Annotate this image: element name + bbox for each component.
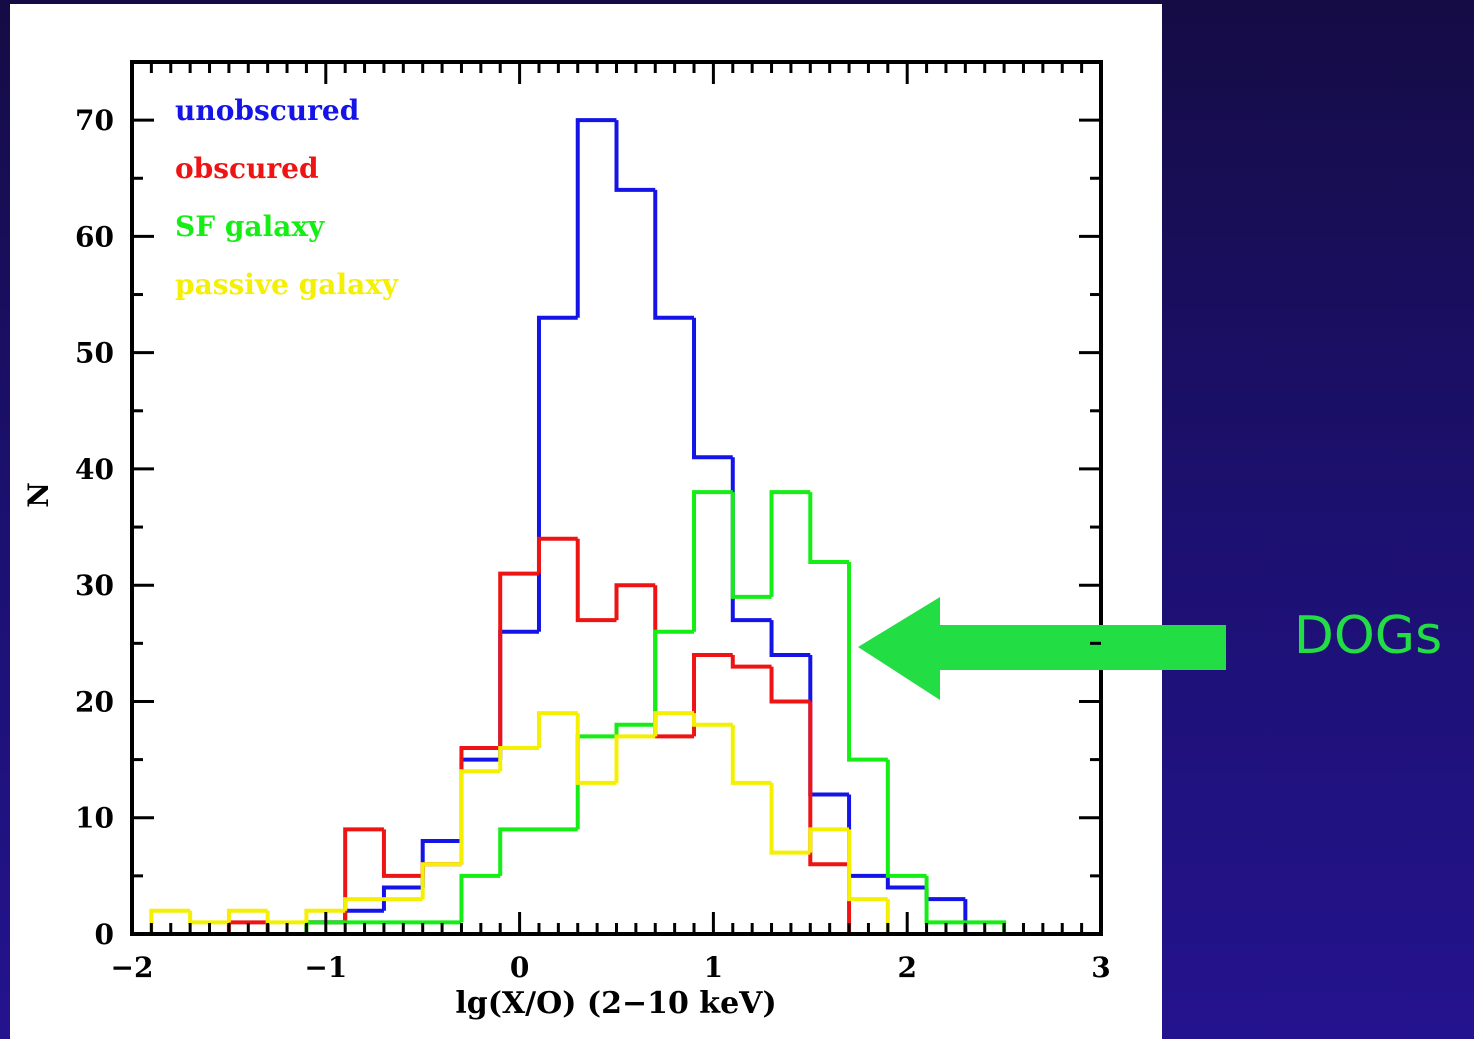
x-tick-label: −2 [111, 951, 154, 984]
histogram-step [420, 862, 462, 900]
x-tick-label: −1 [304, 951, 347, 984]
histogram-step [498, 745, 539, 772]
histogram-step [343, 897, 384, 911]
histogram-step [536, 315, 578, 632]
histogram-step [614, 722, 656, 737]
histogram-step [343, 827, 384, 923]
arrow [858, 597, 1226, 700]
x-tick-label: 2 [897, 951, 916, 984]
y-tick-label: 50 [75, 337, 114, 370]
histogram-step [885, 759, 927, 878]
x-tick-label: 0 [510, 951, 529, 984]
histogram-step [226, 908, 268, 923]
histogram-step [498, 827, 539, 876]
histogram-step [653, 711, 695, 737]
histogram-step [381, 885, 423, 911]
histogram-step [614, 583, 656, 621]
y-tick-label: 20 [75, 685, 114, 718]
histogram-step [769, 620, 811, 657]
x-tick-label: 3 [1091, 951, 1110, 984]
histogram-step [808, 701, 850, 867]
histogram-step [730, 724, 772, 785]
histogram-step [847, 829, 888, 902]
histogram-step [575, 713, 617, 785]
histogram-step [924, 875, 966, 925]
histogram-step [575, 118, 617, 318]
y-tick-label: 30 [75, 569, 114, 602]
histogram-step [808, 492, 850, 564]
histogram-step [614, 120, 656, 192]
histogram-step [769, 490, 811, 597]
histogram-step [769, 666, 811, 704]
y-tick-label: 60 [75, 220, 114, 253]
y-tick-label: 40 [75, 453, 114, 486]
x-axis-label: lg(X/O) (2−10 keV) [455, 986, 776, 1021]
y-tick-label: 0 [95, 918, 114, 951]
histogram-step [692, 317, 733, 460]
histogram-step [188, 910, 229, 925]
histogram-step [730, 654, 772, 669]
plot-area [149, 118, 1007, 936]
histogram-step [265, 910, 307, 925]
histogram-step [304, 908, 346, 923]
histogram-step [381, 829, 423, 878]
legend-entry: obscured [175, 152, 319, 185]
histogram-step [653, 629, 695, 725]
histogram-step [459, 769, 501, 865]
histogram-step [536, 711, 578, 748]
legend-entry: unobscured [175, 94, 359, 127]
histogram-step [730, 492, 772, 599]
histogram-step [808, 827, 850, 853]
histogram-step [575, 538, 617, 623]
legend-entry: passive galaxy [175, 268, 399, 301]
histogram-step [498, 571, 539, 748]
annotation: DOGs [1294, 606, 1442, 666]
histogram-step [885, 875, 927, 890]
histogram-step [847, 561, 888, 762]
y-axis-label: N [22, 482, 55, 508]
plot-panel [10, 4, 1162, 1039]
histogram-step [692, 713, 733, 727]
y-tick-label: 70 [75, 104, 114, 137]
histogram-step [614, 734, 656, 783]
x-tick-label: 1 [704, 951, 723, 984]
histogram-step [536, 536, 578, 574]
y-tick-label: 10 [75, 802, 114, 835]
histogram-step [459, 873, 501, 923]
histogram-step [769, 782, 811, 855]
legend-entry: SF galaxy [175, 210, 325, 243]
histogram-step [692, 490, 733, 632]
histogram-step [692, 652, 733, 737]
histogram-step [653, 189, 695, 320]
